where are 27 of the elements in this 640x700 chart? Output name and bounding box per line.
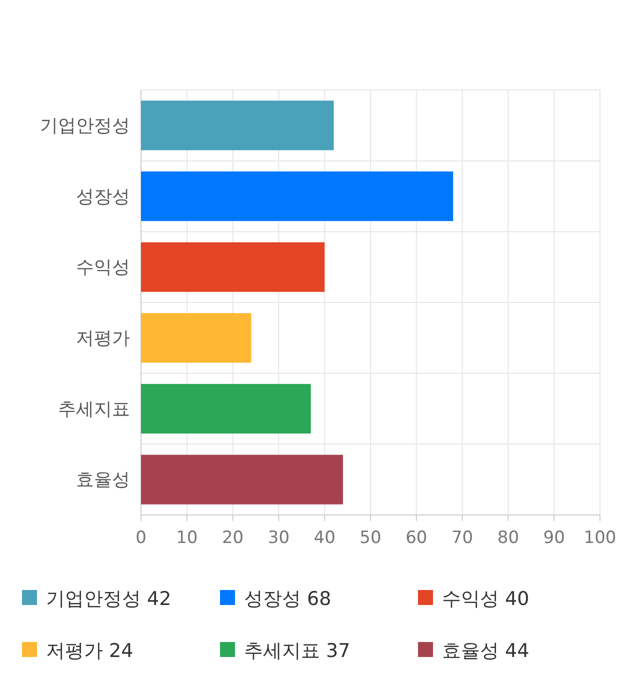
x-tick-label: 10 bbox=[176, 528, 198, 548]
x-tick-label: 60 bbox=[406, 528, 428, 548]
legend-label: 효율성 bbox=[442, 640, 499, 662]
text: 37 bbox=[326, 640, 350, 662]
x-tick-label: 0 bbox=[136, 528, 146, 548]
x-tick-label: 40 bbox=[314, 528, 336, 548]
x-tick-label: 70 bbox=[451, 528, 474, 548]
x-tick-label: 90 bbox=[543, 528, 565, 548]
y-tick-label: 추세지표 bbox=[58, 398, 130, 420]
text: 68 bbox=[307, 588, 332, 610]
y-tick-label: 수익성 bbox=[76, 257, 130, 278]
x-tick-label: 80 bbox=[497, 528, 520, 548]
text: 24 bbox=[109, 640, 134, 662]
legend-label: 성장성 bbox=[244, 588, 301, 610]
x-tick-label: 50 bbox=[360, 528, 382, 548]
y-tick-label: 성장성 bbox=[76, 186, 130, 208]
y-tick-label: 효율성 bbox=[76, 470, 130, 491]
legend-label: 추세지표 bbox=[244, 640, 320, 662]
y-tick-label: 저평가 bbox=[76, 328, 130, 349]
text: 40 bbox=[505, 588, 530, 610]
y-tick-label: 기업안정성 bbox=[40, 115, 130, 136]
legend-label: 수익성 bbox=[442, 588, 499, 610]
x-tick-label: 100 bbox=[584, 528, 616, 548]
text: 44 bbox=[505, 640, 530, 662]
x-tick-label: 30 bbox=[268, 528, 290, 548]
text: 42 bbox=[147, 588, 172, 610]
x-tick-label: 20 bbox=[222, 528, 244, 548]
